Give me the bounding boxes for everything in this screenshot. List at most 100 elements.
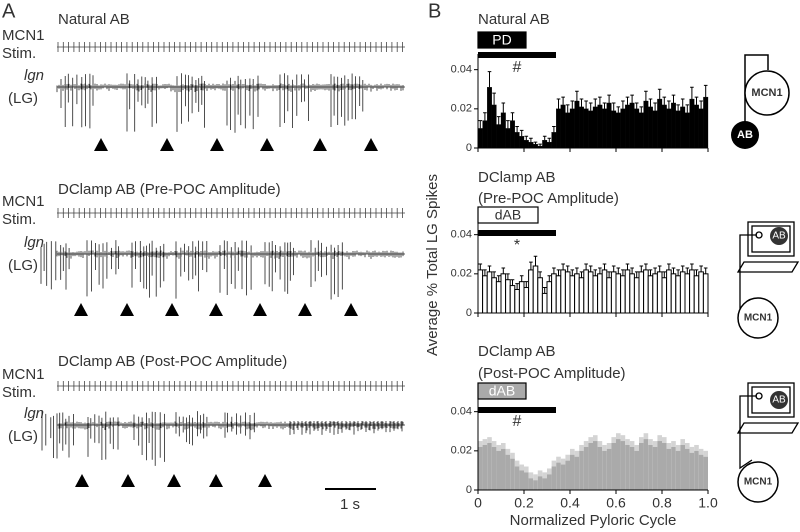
error-bar <box>501 102 506 113</box>
bar <box>491 277 497 314</box>
annotation-mark: # <box>513 59 522 76</box>
annotation-box-label: dAB <box>495 207 521 223</box>
trace-title: Natural AB <box>58 11 130 28</box>
error-bar <box>598 267 602 274</box>
error-band <box>583 441 589 447</box>
burst-marker <box>210 138 224 151</box>
error-bar <box>680 98 685 107</box>
bar <box>661 277 668 314</box>
error-bar <box>611 265 616 272</box>
error-bar <box>676 269 680 276</box>
bar <box>606 277 612 314</box>
bar <box>574 273 580 314</box>
bar <box>648 106 653 149</box>
bar <box>528 478 534 490</box>
bar <box>689 98 695 149</box>
model-label: AB <box>772 231 786 242</box>
error-bar <box>556 98 561 109</box>
bar <box>574 456 580 490</box>
bar <box>602 108 607 149</box>
error-bar <box>667 100 671 109</box>
error-bar <box>653 102 657 111</box>
error-bar <box>602 102 607 109</box>
computer-icon <box>736 221 800 310</box>
bar <box>519 470 524 490</box>
burst-marker <box>94 138 108 151</box>
error-band <box>588 437 593 443</box>
error-bar <box>570 269 575 276</box>
bar <box>615 112 621 149</box>
error-band <box>487 437 492 443</box>
chart-title: DClamp AB <box>478 169 556 186</box>
error-bar <box>538 271 542 278</box>
error-band <box>478 441 483 447</box>
bar <box>629 102 635 149</box>
bar <box>565 112 571 149</box>
bar <box>486 271 493 314</box>
annotation-box-label: dAB <box>489 383 515 399</box>
error-band <box>560 458 566 465</box>
error-bar <box>492 92 496 105</box>
error-band <box>666 443 672 449</box>
bar <box>611 110 617 149</box>
error-bar <box>648 269 653 276</box>
bar <box>533 143 538 149</box>
error-band <box>634 444 639 451</box>
error-band <box>616 433 621 440</box>
bar <box>583 446 589 490</box>
bar <box>684 273 691 314</box>
bar <box>510 120 515 149</box>
error-bar <box>639 265 644 272</box>
error-band <box>574 450 580 457</box>
error-band <box>694 444 699 451</box>
bar <box>703 456 708 490</box>
error-band <box>547 468 552 475</box>
error-band <box>570 448 575 455</box>
error-bar <box>515 283 519 290</box>
bar <box>611 443 616 490</box>
bar <box>624 269 631 314</box>
bar <box>482 120 488 149</box>
bar <box>671 446 676 490</box>
bar <box>491 446 497 490</box>
annotation-mark: * <box>514 237 520 254</box>
computer-icon <box>736 382 800 470</box>
error-bar <box>483 269 487 276</box>
error-bar <box>644 90 648 101</box>
error-bar <box>478 120 483 129</box>
annotation-bar <box>478 407 556 413</box>
error-bar <box>607 271 611 278</box>
bar <box>551 466 557 490</box>
error-band <box>565 454 570 461</box>
error-bar <box>653 267 657 274</box>
error-bar <box>561 96 565 105</box>
bar <box>620 441 626 490</box>
error-bar <box>584 100 588 109</box>
row-label: Stim. <box>2 45 36 62</box>
error-bar <box>584 263 588 270</box>
error-band <box>519 464 524 471</box>
error-band <box>501 443 506 449</box>
error-bar <box>621 269 625 276</box>
error-bar <box>602 263 607 270</box>
bar <box>482 444 488 490</box>
error-bar <box>593 98 598 107</box>
error-band <box>606 443 612 449</box>
burst-marker <box>260 138 274 151</box>
bar <box>514 132 520 149</box>
error-bar <box>694 269 699 276</box>
error-band <box>482 439 488 445</box>
bar <box>662 443 667 490</box>
bar <box>666 269 672 314</box>
bar <box>633 277 640 314</box>
bar <box>500 273 507 314</box>
scale-bar-label: 1 s <box>340 496 360 513</box>
error-bar <box>680 265 685 272</box>
error-bar <box>657 88 662 100</box>
error-bar <box>533 141 538 145</box>
bar <box>620 275 626 314</box>
bar <box>693 275 700 314</box>
error-bar <box>648 98 653 107</box>
bar <box>579 106 584 149</box>
